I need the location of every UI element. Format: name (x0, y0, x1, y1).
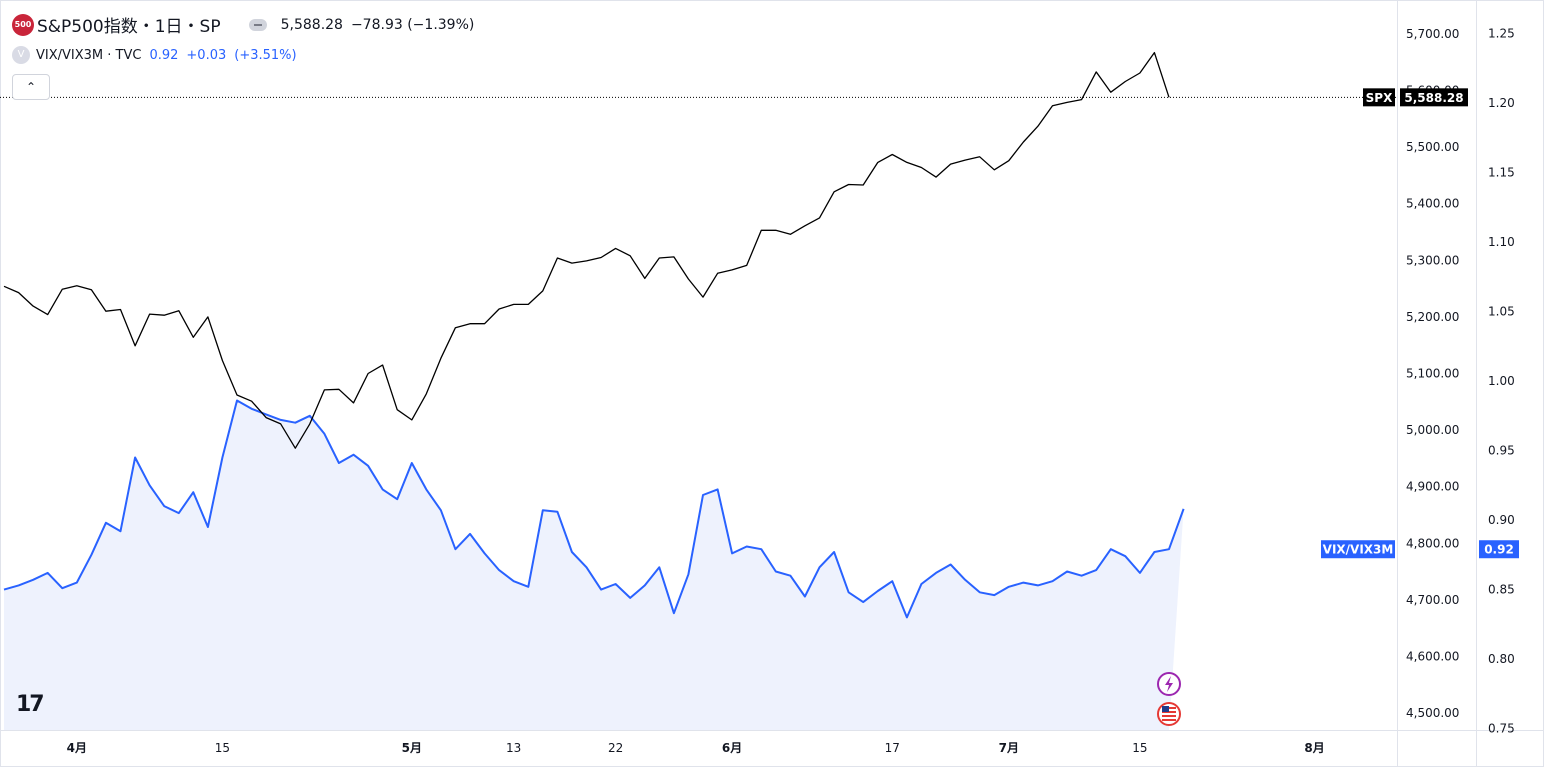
right-axis-tick-label: 1.25 (1488, 26, 1515, 40)
left-axis-tick-label: 4,700.00 (1406, 593, 1459, 607)
main-price-value: 5,588.28 (280, 16, 343, 33)
time-axis-tick-label: 7月 (999, 741, 1019, 755)
vix-badge-icon: V (12, 46, 30, 64)
time-axis-tick-label: 6月 (722, 741, 742, 755)
time-axis-tick-label: 15 (1132, 741, 1147, 755)
secondary-price-change: +0.03 (186, 47, 227, 63)
right-axis-tick-label: 0.95 (1488, 444, 1515, 458)
tradingview-logo-icon: 17 (16, 692, 45, 717)
flag-canton (1162, 706, 1169, 712)
visibility-toggle-icon[interactable] (248, 18, 267, 31)
vix-price-tag-label: 0.92 (1484, 543, 1514, 557)
time-axis-tick-label: 22 (608, 741, 623, 755)
collapse-legend-button[interactable]: ⌃ (12, 74, 50, 100)
spx-series-line[interactable] (3, 51, 1170, 449)
chevron-up-icon: ⌃ (25, 80, 37, 94)
right-axis-tick-label: 0.85 (1488, 583, 1515, 597)
vix-price-tag (1479, 540, 1519, 559)
secondary-price-change-pct: (+3.51%) (234, 47, 297, 63)
left-axis-tick-label: 4,500.00 (1406, 706, 1459, 720)
right-axis-tick-label: 1.15 (1488, 165, 1515, 179)
secondary-symbol-title[interactable]: VIX/VIX3M · TVC (36, 47, 142, 63)
time-axis-tick-label: 5月 (402, 741, 422, 755)
secondary-price-value: 0.92 (149, 47, 179, 63)
vix-area-fill (4, 400, 1184, 730)
right-axis-tick-label: 1.20 (1488, 96, 1515, 110)
time-axis-tick-label: 8月 (1304, 741, 1324, 755)
time-axis-tick-label: 13 (506, 741, 521, 755)
flag-stripe (1162, 715, 1176, 717)
left-axis-tick-label: 4,900.00 (1406, 480, 1459, 494)
spx-price-tag-label: 5,588.28 (1404, 91, 1463, 105)
vix-name-tag (1321, 540, 1395, 559)
left-axis-tick-label: 5,000.00 (1406, 423, 1459, 437)
right-axis-tick-label: 0.80 (1488, 652, 1515, 666)
main-price-change: −78.93 (−1.39%) (350, 16, 475, 33)
time-axis-tick-label: 17 (885, 741, 900, 755)
secondary-series-legend[interactable]: V VIX/VIX3M · TVC 0.92 +0.03 (+3.51%) (12, 46, 305, 64)
flag-stripe (1162, 719, 1176, 721)
left-axis-tick-label: 5,100.00 (1406, 367, 1459, 381)
main-series-legend[interactable]: 500 S&P500指数・1日・SP 5,588.28 −78.93 (−1.39%) (12, 12, 482, 37)
lightning-bolt-icon (1165, 676, 1173, 692)
vix-series-line[interactable] (3, 399, 1185, 619)
right-axis-tick-label: 0.75 (1488, 722, 1515, 736)
vix-name-tag-label: VIX/VIX3M (1323, 543, 1394, 557)
time-axis-tick-label: 15 (215, 741, 230, 755)
time-axis-tick-label: 4月 (67, 741, 87, 755)
spx-name-tag (1363, 88, 1395, 107)
spx-name-tag-label: SPX (1366, 91, 1393, 105)
right-axis-tick-label: 1.05 (1488, 305, 1515, 319)
right-axis-tick-label: 1.00 (1488, 374, 1515, 388)
sp500-badge-icon: 500 (12, 13, 34, 36)
main-symbol-title[interactable]: S&P500指数・1日・SP (37, 17, 221, 37)
left-axis-tick-label: 5,500.00 (1406, 140, 1459, 154)
left-axis-tick-label: 4,800.00 (1406, 536, 1459, 550)
left-axis-tick-label: 5,200.00 (1406, 310, 1459, 324)
left-axis-tick-label: 5,300.00 (1406, 253, 1459, 267)
event-icons[interactable] (1157, 672, 1181, 726)
right-axis-tick-label: 1.10 (1488, 235, 1515, 249)
left-axis-tick-label: 4,600.00 (1406, 649, 1459, 663)
right-axis-tick-label: 0.90 (1488, 513, 1515, 527)
left-axis-tick-label: 5,700.00 (1406, 27, 1459, 41)
left-axis-tick-label: 5,400.00 (1406, 197, 1459, 211)
spx-price-tag (1400, 88, 1468, 107)
